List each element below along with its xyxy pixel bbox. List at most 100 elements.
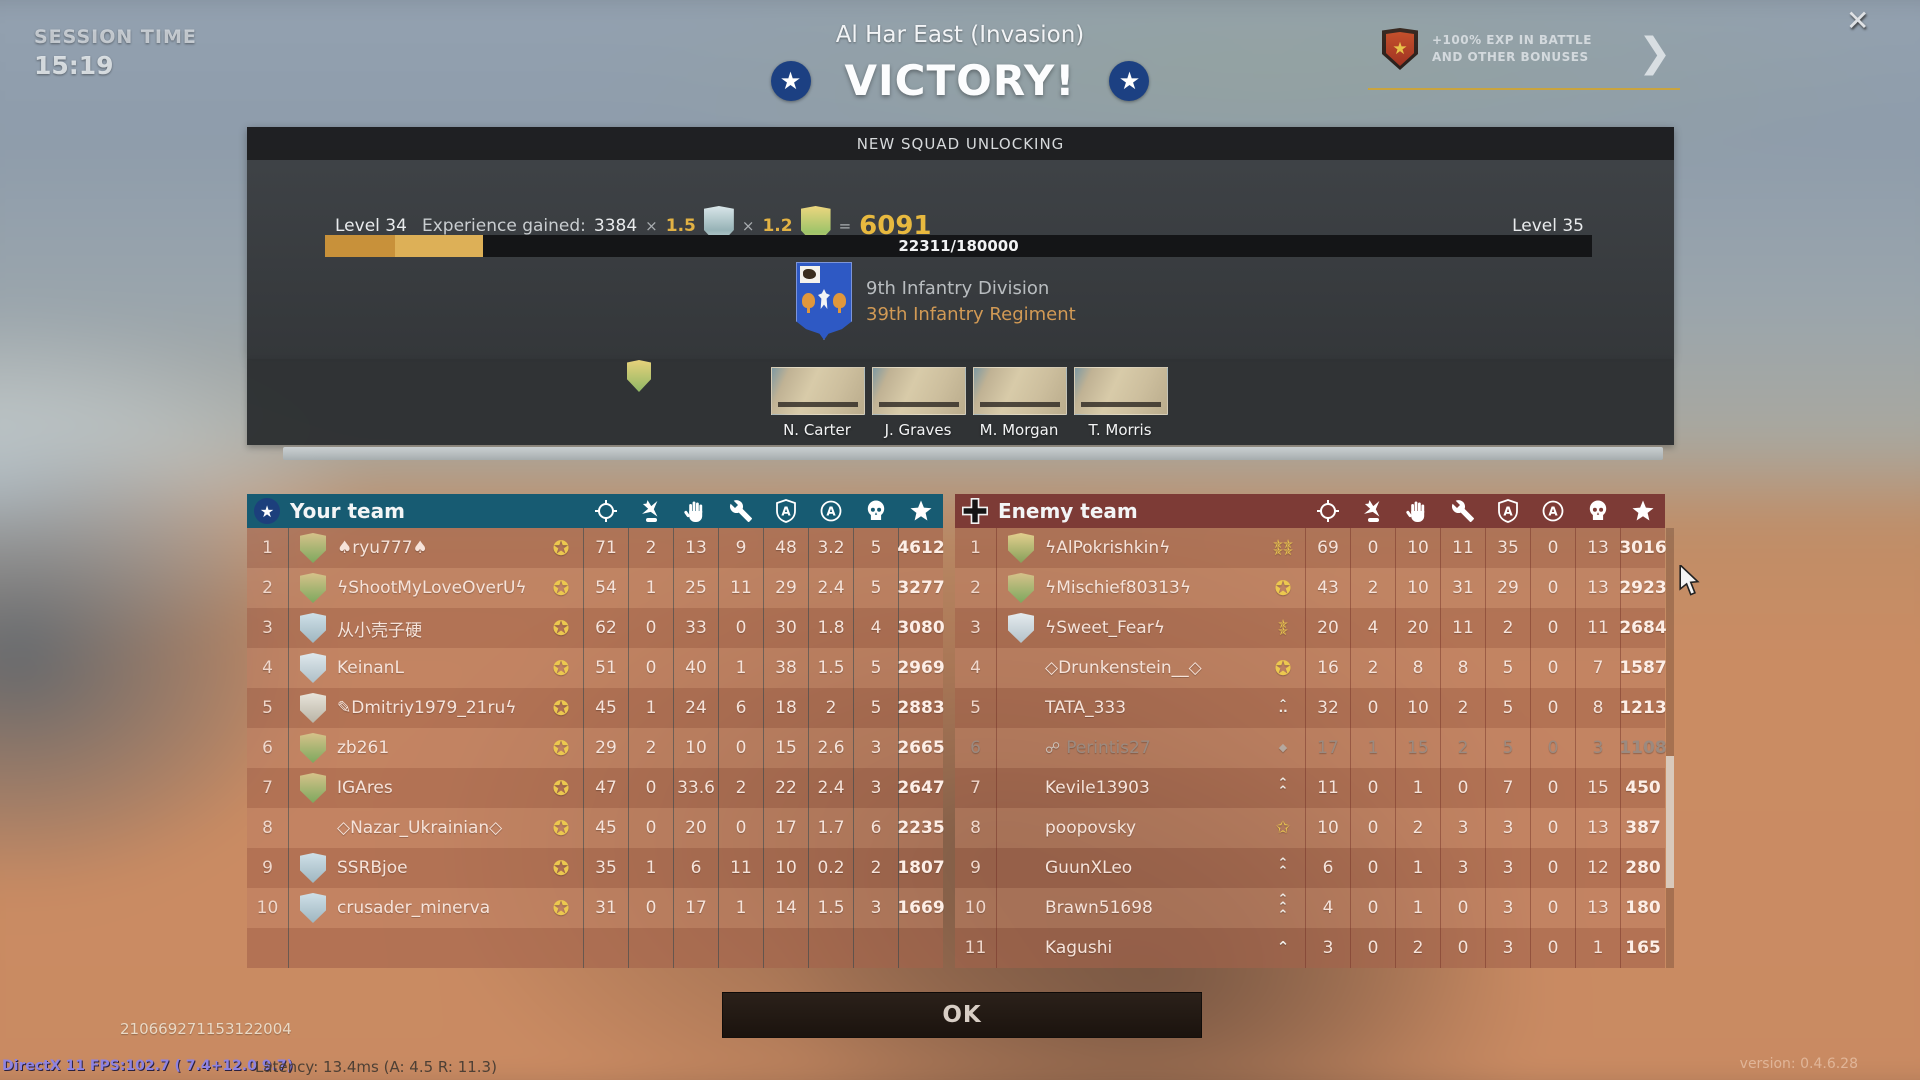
table-row[interactable]: 10 ☍ Brawn51698 ⌃ ⌃ ⌃ 4 0 1 0 3 0 13 180 — [955, 888, 1665, 928]
squad-member-card[interactable]: M. Morgan — [973, 367, 1067, 439]
stat-assists: 2 — [1395, 928, 1440, 968]
vehicle-kill-icon — [1350, 499, 1395, 523]
player-rank: 8 — [955, 808, 997, 848]
ok-button[interactable]: OK — [722, 992, 1202, 1038]
table-row[interactable]: 5 ☍ TATA_333 ⌃ ∙∙ 32 0 10 2 5 0 8 1213 — [955, 688, 1667, 728]
division-emblem-icon — [796, 262, 852, 340]
stat-a: 1.8 — [808, 608, 853, 648]
version-text: version: 0.4.6.28 — [1739, 1056, 1858, 1072]
stat-deaths: 4 — [853, 608, 898, 648]
stat-deaths: 11 — [1575, 608, 1620, 648]
stat-squad-a: 10 — [763, 848, 808, 888]
stat-repairs: 0 — [718, 728, 763, 768]
stat-vehicle-kills: 2 — [1350, 568, 1395, 608]
stat-repairs: 0 — [718, 608, 763, 648]
table-row[interactable]: 1 ☍ ϟAlPokrishkinϟ ✯✯ ✯✯ 69 0 10 11 35 0… — [955, 528, 1667, 568]
stat-repairs: 3 — [1440, 848, 1485, 888]
stat-squad-a: 2 — [1485, 608, 1530, 648]
session-time-block: SESSION TIME 15:19 — [34, 26, 197, 80]
table-row[interactable]: 6 ☍ Perintis27 ◆ 17 1 15 2 5 0 3 1108 — [955, 728, 1667, 768]
stat-assists: 20 — [1395, 608, 1440, 648]
squad-multiplier: 1.2 — [762, 216, 793, 236]
table-row[interactable]: 9 ☍ GuunXLeo ⌃ ⌃ 6 0 1 3 3 0 12 280 — [955, 848, 1665, 888]
stat-assists: 40 — [673, 648, 718, 688]
table-row[interactable]: 1 ☍ ♠ryu777♠ ✪ 71 2 13 9 48 3.2 5 4612 — [247, 528, 945, 568]
player-name: Perintis27 — [1066, 738, 1151, 758]
allied-star-icon: ★ — [254, 498, 280, 524]
stat-score: 387 — [1620, 808, 1665, 848]
table-row[interactable]: 6 ☍ zb261 ✪ 29 2 10 0 15 2.6 3 2665 — [247, 728, 945, 768]
stat-deaths: 3 — [853, 728, 898, 768]
chevron-right-icon[interactable]: ❯ — [1638, 30, 1672, 76]
stat-squad-a: 3 — [1485, 928, 1530, 968]
stat-deaths: 3 — [853, 768, 898, 808]
stat-repairs: 0 — [1440, 928, 1485, 968]
stat-deaths: 1 — [1575, 928, 1620, 968]
stat-a: 0 — [1530, 568, 1575, 608]
table-row[interactable]: 3 ☍ 从小壳子硬 ✪ 62 0 33 0 30 1.8 4 3080 — [247, 608, 945, 648]
stat-score: 450 — [1620, 768, 1665, 808]
stat-vehicle-kills: 0 — [1350, 888, 1395, 928]
stat-vehicle-kills: 0 — [628, 768, 673, 808]
stat-assists: 10 — [1395, 528, 1440, 568]
stat-score — [898, 928, 943, 968]
allied-star-icon: ★ — [770, 60, 811, 101]
table-row[interactable]: 10 ☍ crusader_minerva ✪ 31 0 17 1 14 1.5… — [247, 888, 945, 928]
stat-vehicle-kills: 2 — [1350, 648, 1395, 688]
close-icon[interactable]: ✕ — [1846, 4, 1870, 37]
table-row[interactable]: 2 ☍ ϟShootMyLoveOverUϟ ✪ 54 1 25 11 29 2… — [247, 568, 945, 608]
scrollbar-thumb[interactable] — [1666, 756, 1674, 888]
stat-deaths: 3 — [853, 888, 898, 928]
table-row[interactable]: 4 ☍ KeinanL ✪ 51 0 40 1 38 1.5 5 2969 — [247, 648, 945, 688]
enemy-table-scrollbar[interactable] — [1666, 528, 1674, 968]
stat-squad-a: 5 — [1485, 688, 1530, 728]
stat-a: 0 — [1530, 728, 1575, 768]
table-row[interactable] — [247, 928, 943, 968]
table-row[interactable]: 7 ☍ IGAres ✪ 47 0 33.6 2 22 2.4 3 2647 — [247, 768, 945, 808]
multiply-sign: × — [741, 217, 755, 235]
player-name: ♠ryu777♠ — [337, 538, 428, 558]
player-rank — [247, 928, 289, 968]
stat-vehicle-kills: 0 — [1350, 848, 1395, 888]
table-row[interactable]: 2 ☍ ϟMischief80313ϟ ✪ 43 2 10 31 29 0 13… — [955, 568, 1667, 608]
player-name: SSRBjoe — [337, 858, 408, 878]
stat-squad-a: 3 — [1485, 888, 1530, 928]
squad-member-card[interactable]: J. Graves — [872, 367, 966, 439]
clan-badge-icon — [300, 533, 326, 563]
table-row[interactable]: 3 ☍ ϟSweet_Fearϟ ✯ ✯ 20 4 20 11 2 0 11 2… — [955, 608, 1667, 648]
stat-repairs: 2 — [1440, 688, 1485, 728]
premium-bonus-banner[interactable]: ★ +100% EXP IN BATTLE AND OTHER BONUSES — [1368, 28, 1680, 90]
wrench-icon — [1440, 499, 1485, 523]
stat-kills: 43 — [1305, 568, 1350, 608]
clan-badge-icon — [1008, 533, 1034, 563]
stat-kills: 16 — [1305, 648, 1350, 688]
player-rank: 8 — [247, 808, 289, 848]
wrench-icon — [718, 499, 763, 523]
stat-vehicle-kills: 1 — [628, 568, 673, 608]
squad-member-name: N. Carter — [783, 421, 851, 439]
player-rank: 1 — [247, 528, 289, 568]
stat-kills: 35 — [583, 848, 628, 888]
stat-vehicle-kills: 1 — [628, 688, 673, 728]
table-row[interactable]: 8 ☍ poopovsky ✩ 10 0 2 3 3 0 13 387 — [955, 808, 1665, 848]
squad-member-card[interactable]: N. Carter — [771, 367, 865, 439]
table-row[interactable]: 8 ☍ ◇Nazar_Ukrainian◇ ✪ 45 0 20 0 17 1.7… — [247, 808, 945, 848]
victory-title: VICTORY! — [844, 56, 1076, 105]
stat-score: 3016 — [1619, 528, 1667, 568]
stat-repairs — [718, 928, 763, 968]
player-rank: 11 — [955, 928, 997, 968]
stat-squad-a: 48 — [763, 528, 808, 568]
squad-member-card[interactable]: T. Morris — [1074, 367, 1168, 439]
stat-a: 0 — [1530, 648, 1575, 688]
table-row[interactable]: 9 ☍ SSRBjoe ✪ 35 1 6 11 10 0.2 2 1807 — [247, 848, 945, 888]
stat-score: 1669 — [897, 888, 945, 928]
table-row[interactable]: 4 ☍ ◇Drunkenstein__◇ ✪ 16 2 8 8 5 0 7 15… — [955, 648, 1667, 688]
stat-assists: 13 — [673, 528, 718, 568]
skull-icon — [853, 499, 898, 523]
table-row[interactable]: 11 ☍ Kagushi ⌃ 3 0 2 0 3 0 1 165 — [955, 928, 1665, 968]
stat-squad-a: 3 — [1485, 848, 1530, 888]
table-row[interactable]: 5 ☍ ✎Dmitriy1979_21ruϟ ✪ 45 1 24 6 18 2 … — [247, 688, 945, 728]
clan-badge-icon — [300, 613, 326, 643]
table-row[interactable]: 7 ☍ Kevile13903 ⌃ ⌃ 11 0 1 0 7 0 15 450 — [955, 768, 1665, 808]
stat-score: 1213 — [1619, 688, 1667, 728]
